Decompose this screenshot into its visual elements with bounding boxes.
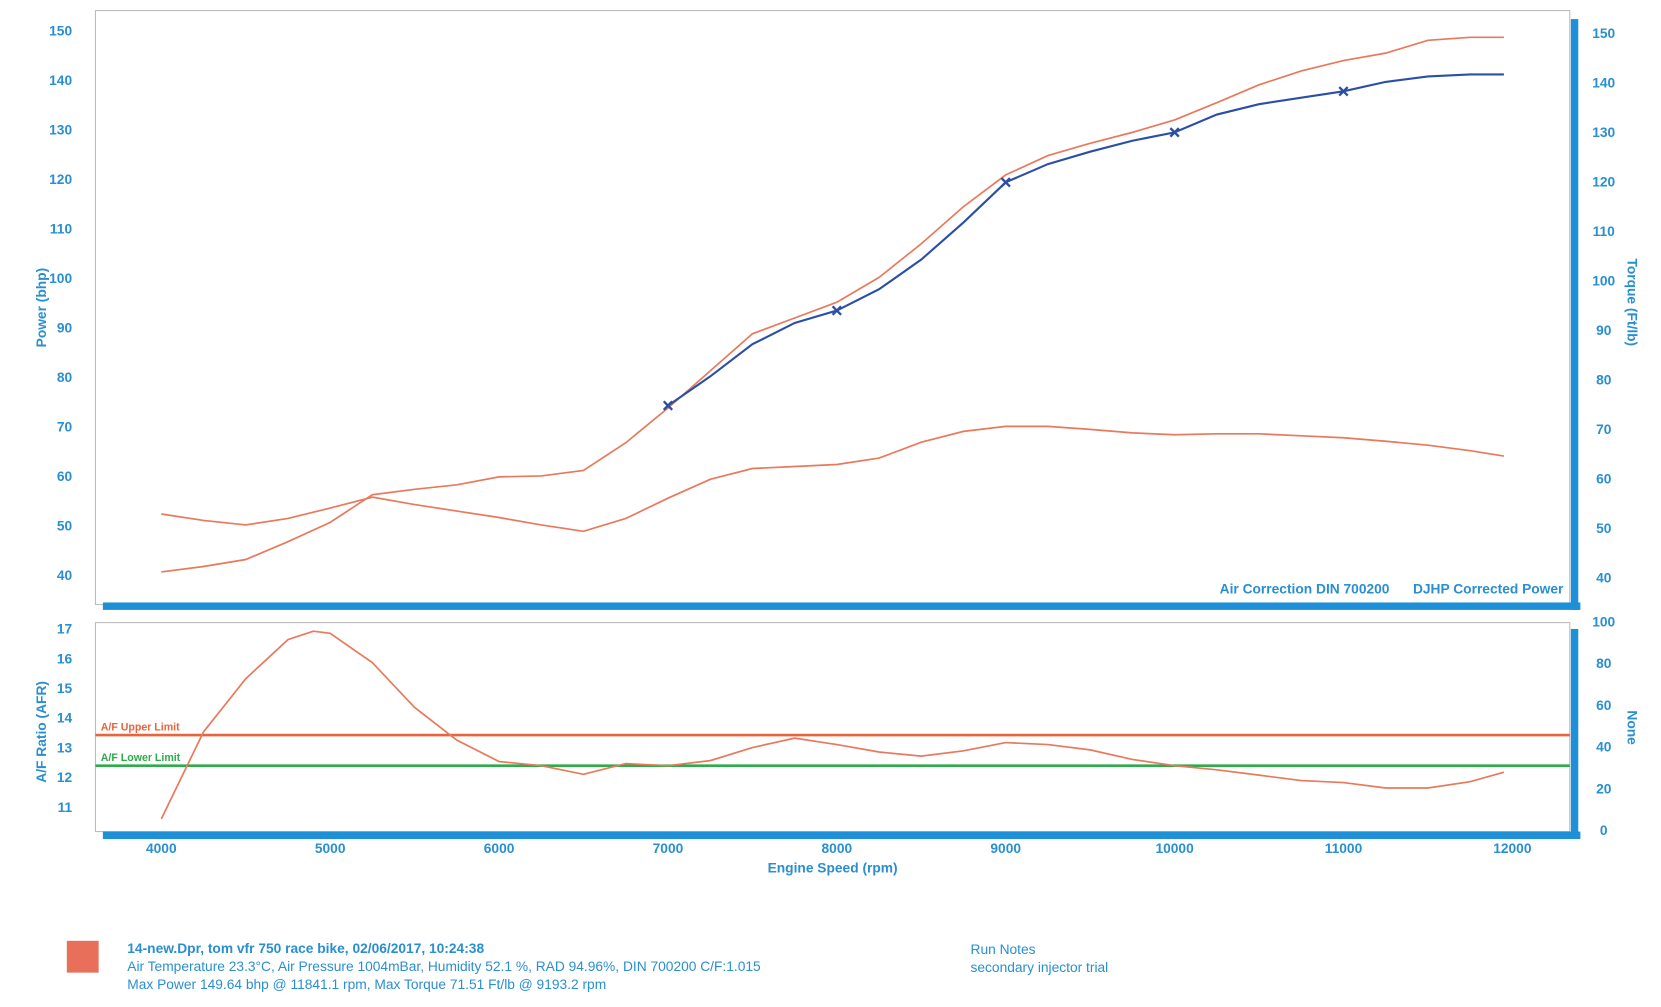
axis-bar xyxy=(102,831,1581,839)
y2-tick-label: 70 xyxy=(1596,422,1612,437)
y2-tick-label: 20 xyxy=(1596,781,1612,796)
notes-title: Run Notes xyxy=(971,942,1036,957)
run-line: Air Temperature 23.3°C, Air Pressure 100… xyxy=(127,959,761,974)
x-tick-label: 8000 xyxy=(822,841,853,856)
y2-tick-label: 40 xyxy=(1596,570,1612,585)
y-tick-label: 80 xyxy=(57,370,73,385)
x-tick-label: 7000 xyxy=(653,841,684,856)
x-marker xyxy=(1338,86,1349,97)
y2-tick-label: 150 xyxy=(1592,26,1615,41)
limit-label: A/F Upper Limit xyxy=(101,721,180,733)
y2-tick-label: 0 xyxy=(1600,823,1608,838)
y-tick-label: 17 xyxy=(57,622,73,637)
series-line xyxy=(160,630,1505,820)
annotation: DJHP Corrected Power xyxy=(1413,581,1564,596)
y2-tick-label: 130 xyxy=(1592,125,1615,140)
series-line xyxy=(667,73,1504,407)
y-tick-label: 12 xyxy=(57,770,73,785)
y-tick-label: 13 xyxy=(57,740,73,755)
x-tick-label: 6000 xyxy=(484,841,515,856)
y-tick-label: 70 xyxy=(57,420,73,435)
y2-tick-label: 80 xyxy=(1596,372,1612,387)
y-tick-label: 120 xyxy=(49,172,72,187)
y-tick-label: 130 xyxy=(49,123,72,138)
x-tick-label: 9000 xyxy=(990,841,1021,856)
x-marker xyxy=(662,400,674,411)
axis-bar xyxy=(102,602,1581,610)
y-tick-label: 60 xyxy=(57,469,73,484)
y-axis-label: Power (bhp) xyxy=(34,268,49,348)
y-tick-label: 150 xyxy=(49,24,72,39)
y2-tick-label: 90 xyxy=(1596,323,1612,338)
x-tick-label: 5000 xyxy=(315,841,346,856)
limit-label: A/F Lower Limit xyxy=(101,752,181,764)
bottom-frame xyxy=(94,622,1571,833)
y-tick-label: 110 xyxy=(50,222,73,237)
y2-tick-label: 100 xyxy=(1592,273,1615,288)
x-axis-label: Engine Speed (rpm) xyxy=(768,860,898,875)
x-marker xyxy=(1000,177,1011,188)
y-tick-label: 15 xyxy=(57,681,73,696)
y-axis-label: A/F Ratio (AFR) xyxy=(34,681,49,783)
x-tick-label: 10000 xyxy=(1155,841,1194,856)
run-line: 14-new.Dpr, tom vfr 750 race bike, 02/06… xyxy=(127,941,484,956)
x-tick-label: 12000 xyxy=(1493,841,1532,856)
y2-axis-label: Torque (Ft/lb) xyxy=(1625,258,1640,346)
y2-tick-label: 140 xyxy=(1592,76,1615,91)
series-line xyxy=(161,36,1504,573)
y-tick-label: 11 xyxy=(58,800,73,815)
notes: secondary injector trial xyxy=(971,960,1109,975)
axis-bar xyxy=(1570,19,1579,610)
y2-tick-label: 120 xyxy=(1592,175,1615,190)
y-tick-label: 100 xyxy=(49,271,72,286)
y2-tick-label: 60 xyxy=(1596,471,1612,486)
y-tick-label: 14 xyxy=(57,711,73,726)
y2-tick-label: 40 xyxy=(1596,740,1612,755)
y2-tick-label: 60 xyxy=(1596,698,1612,713)
y2-tick-label: 50 xyxy=(1596,521,1612,536)
axis-bar xyxy=(1570,628,1579,839)
run-line: Max Power 149.64 bhp @ 11841.1 rpm, Max … xyxy=(127,977,606,992)
x-tick-label: 4000 xyxy=(146,841,177,856)
y-tick-label: 40 xyxy=(57,568,73,583)
x-marker xyxy=(1169,127,1180,138)
y2-tick-label: 80 xyxy=(1596,656,1612,671)
x-tick-label: 11000 xyxy=(1325,841,1363,856)
y2-tick-label: 100 xyxy=(1592,614,1615,629)
x-marker xyxy=(831,305,842,316)
series-line xyxy=(161,425,1505,533)
y-tick-label: 16 xyxy=(57,651,73,666)
annotation: Air Correction DIN 700200 xyxy=(1220,581,1390,596)
y2-tick-label: 110 xyxy=(1593,224,1616,239)
y2-axis-label: None xyxy=(1625,710,1640,745)
y-tick-label: 90 xyxy=(57,321,73,336)
y-tick-label: 50 xyxy=(57,519,73,534)
y-tick-label: 140 xyxy=(49,73,72,88)
run-swatch xyxy=(66,940,99,973)
